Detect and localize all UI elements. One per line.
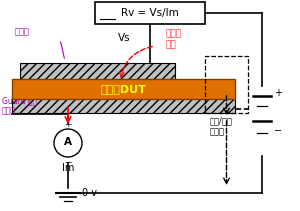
Circle shape xyxy=(54,129,82,157)
Text: +: + xyxy=(64,120,72,129)
Text: Im: Im xyxy=(62,163,74,173)
Text: A: A xyxy=(64,137,72,147)
Text: 表面/侧面
漏电流: 表面/侧面 漏电流 xyxy=(210,116,233,136)
Text: +: + xyxy=(274,88,282,98)
Bar xyxy=(12,96,235,113)
Bar xyxy=(205,56,248,113)
Bar xyxy=(20,63,175,83)
Text: Guard 电极: Guard 电极 xyxy=(2,96,37,106)
Text: Vs: Vs xyxy=(219,106,232,116)
Text: −: − xyxy=(64,157,72,166)
Text: 上电极: 上电极 xyxy=(15,27,30,36)
Text: Vs: Vs xyxy=(118,33,130,43)
Text: 体电阱
电流: 体电阱 电流 xyxy=(165,29,181,49)
Text: 被测件DUT: 被测件DUT xyxy=(100,84,146,94)
FancyBboxPatch shape xyxy=(95,2,205,24)
FancyArrowPatch shape xyxy=(120,47,152,77)
Text: Rv = Vs/Im: Rv = Vs/Im xyxy=(121,8,179,18)
Bar xyxy=(12,79,235,99)
Text: −: − xyxy=(274,126,282,136)
Text: 主电极: 主电极 xyxy=(2,107,16,115)
Text: 0 v: 0 v xyxy=(82,188,97,198)
